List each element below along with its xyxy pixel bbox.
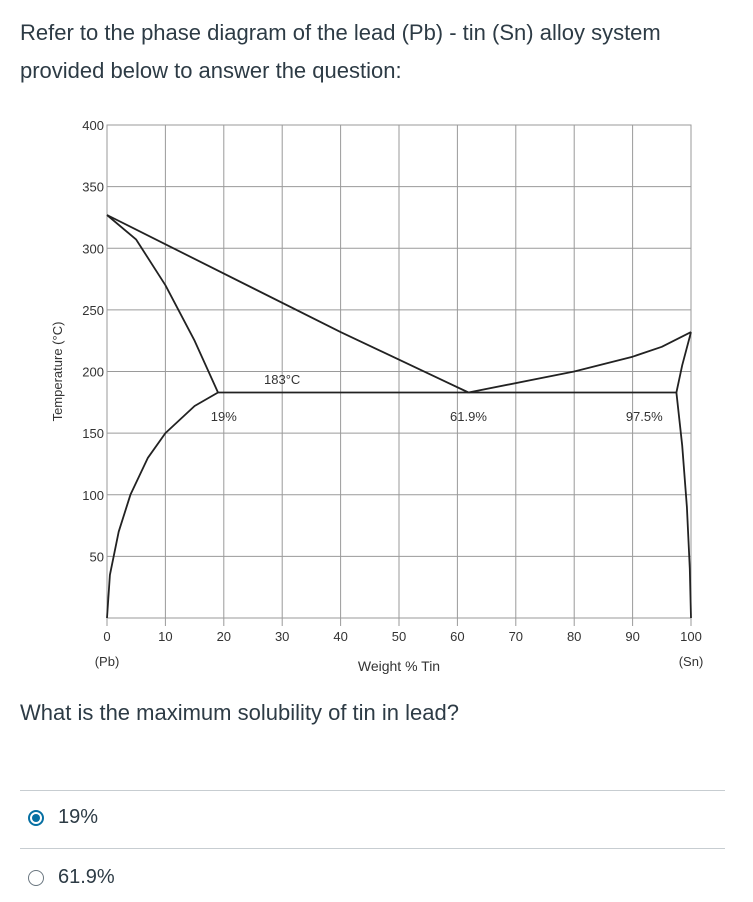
x-tick-label: 40 <box>333 629 347 644</box>
x-tick-label: 10 <box>158 629 172 644</box>
phase-boundary-line <box>106 214 469 394</box>
phase-boundary-line <box>675 331 692 393</box>
x-axis-title: Weight % Tin <box>358 658 440 674</box>
phase-boundary-line <box>468 331 692 394</box>
y-axis-title: Temperature (°C) <box>50 322 65 422</box>
chart-annotation: 183°C <box>264 372 300 387</box>
y-tick-label: 400 <box>82 118 104 133</box>
question-prompt: What is the maximum solubility of tin in… <box>20 700 459 725</box>
phase-boundary-line <box>106 214 219 393</box>
answer-radio-1[interactable] <box>28 809 44 826</box>
y-tick-label: 200 <box>82 365 104 380</box>
answer-radio-2[interactable] <box>28 869 44 886</box>
phase-boundary-line <box>675 392 692 619</box>
chart-annotation: 97.5% <box>626 409 663 424</box>
answer-option-2[interactable]: 61.9% <box>28 866 115 889</box>
y-tick-label: 150 <box>82 426 104 441</box>
chart-annotation: 19% <box>211 409 237 424</box>
x-tick-label: 80 <box>567 629 581 644</box>
answer-option-1[interactable]: 19% <box>28 806 98 829</box>
x-tick-label: 50 <box>392 629 406 644</box>
x-tick-label: 100 <box>680 629 702 644</box>
chart-annotation: 61.9% <box>450 409 487 424</box>
phase-boundary-line <box>106 391 219 619</box>
x-end-label-right: (Sn) <box>679 654 704 669</box>
x-tick-label: 20 <box>217 629 231 644</box>
phase-diagram-chart: 0 10 20 30 40 50 60 70 80 90 100 50 100 150 200 250 300 3… <box>50 118 704 674</box>
x-tick-label: 30 <box>275 629 289 644</box>
y-tick-label: 300 <box>82 241 104 256</box>
x-tick-label: 90 <box>625 629 639 644</box>
x-end-label-left: (Pb) <box>95 654 120 669</box>
x-tick-label: 60 <box>450 629 464 644</box>
y-tick-label: 100 <box>82 488 104 503</box>
x-tick-label: 70 <box>509 629 523 644</box>
y-tick-label: 350 <box>82 180 104 195</box>
y-tick-label: 50 <box>90 549 104 564</box>
answer-label-1: 19% <box>58 806 99 828</box>
question-intro: Refer to the phase diagram of the lead (… <box>20 20 661 83</box>
answer-label-2: 61.9% <box>58 866 115 888</box>
y-tick-label: 250 <box>82 303 104 318</box>
answer-divider <box>20 848 725 849</box>
answer-divider <box>20 790 725 791</box>
phase-diagram-figure: 0 10 20 30 40 50 60 70 80 90 100 50 100 150 200 250 300 3… <box>40 108 720 688</box>
x-tick-label: 0 <box>103 629 110 644</box>
